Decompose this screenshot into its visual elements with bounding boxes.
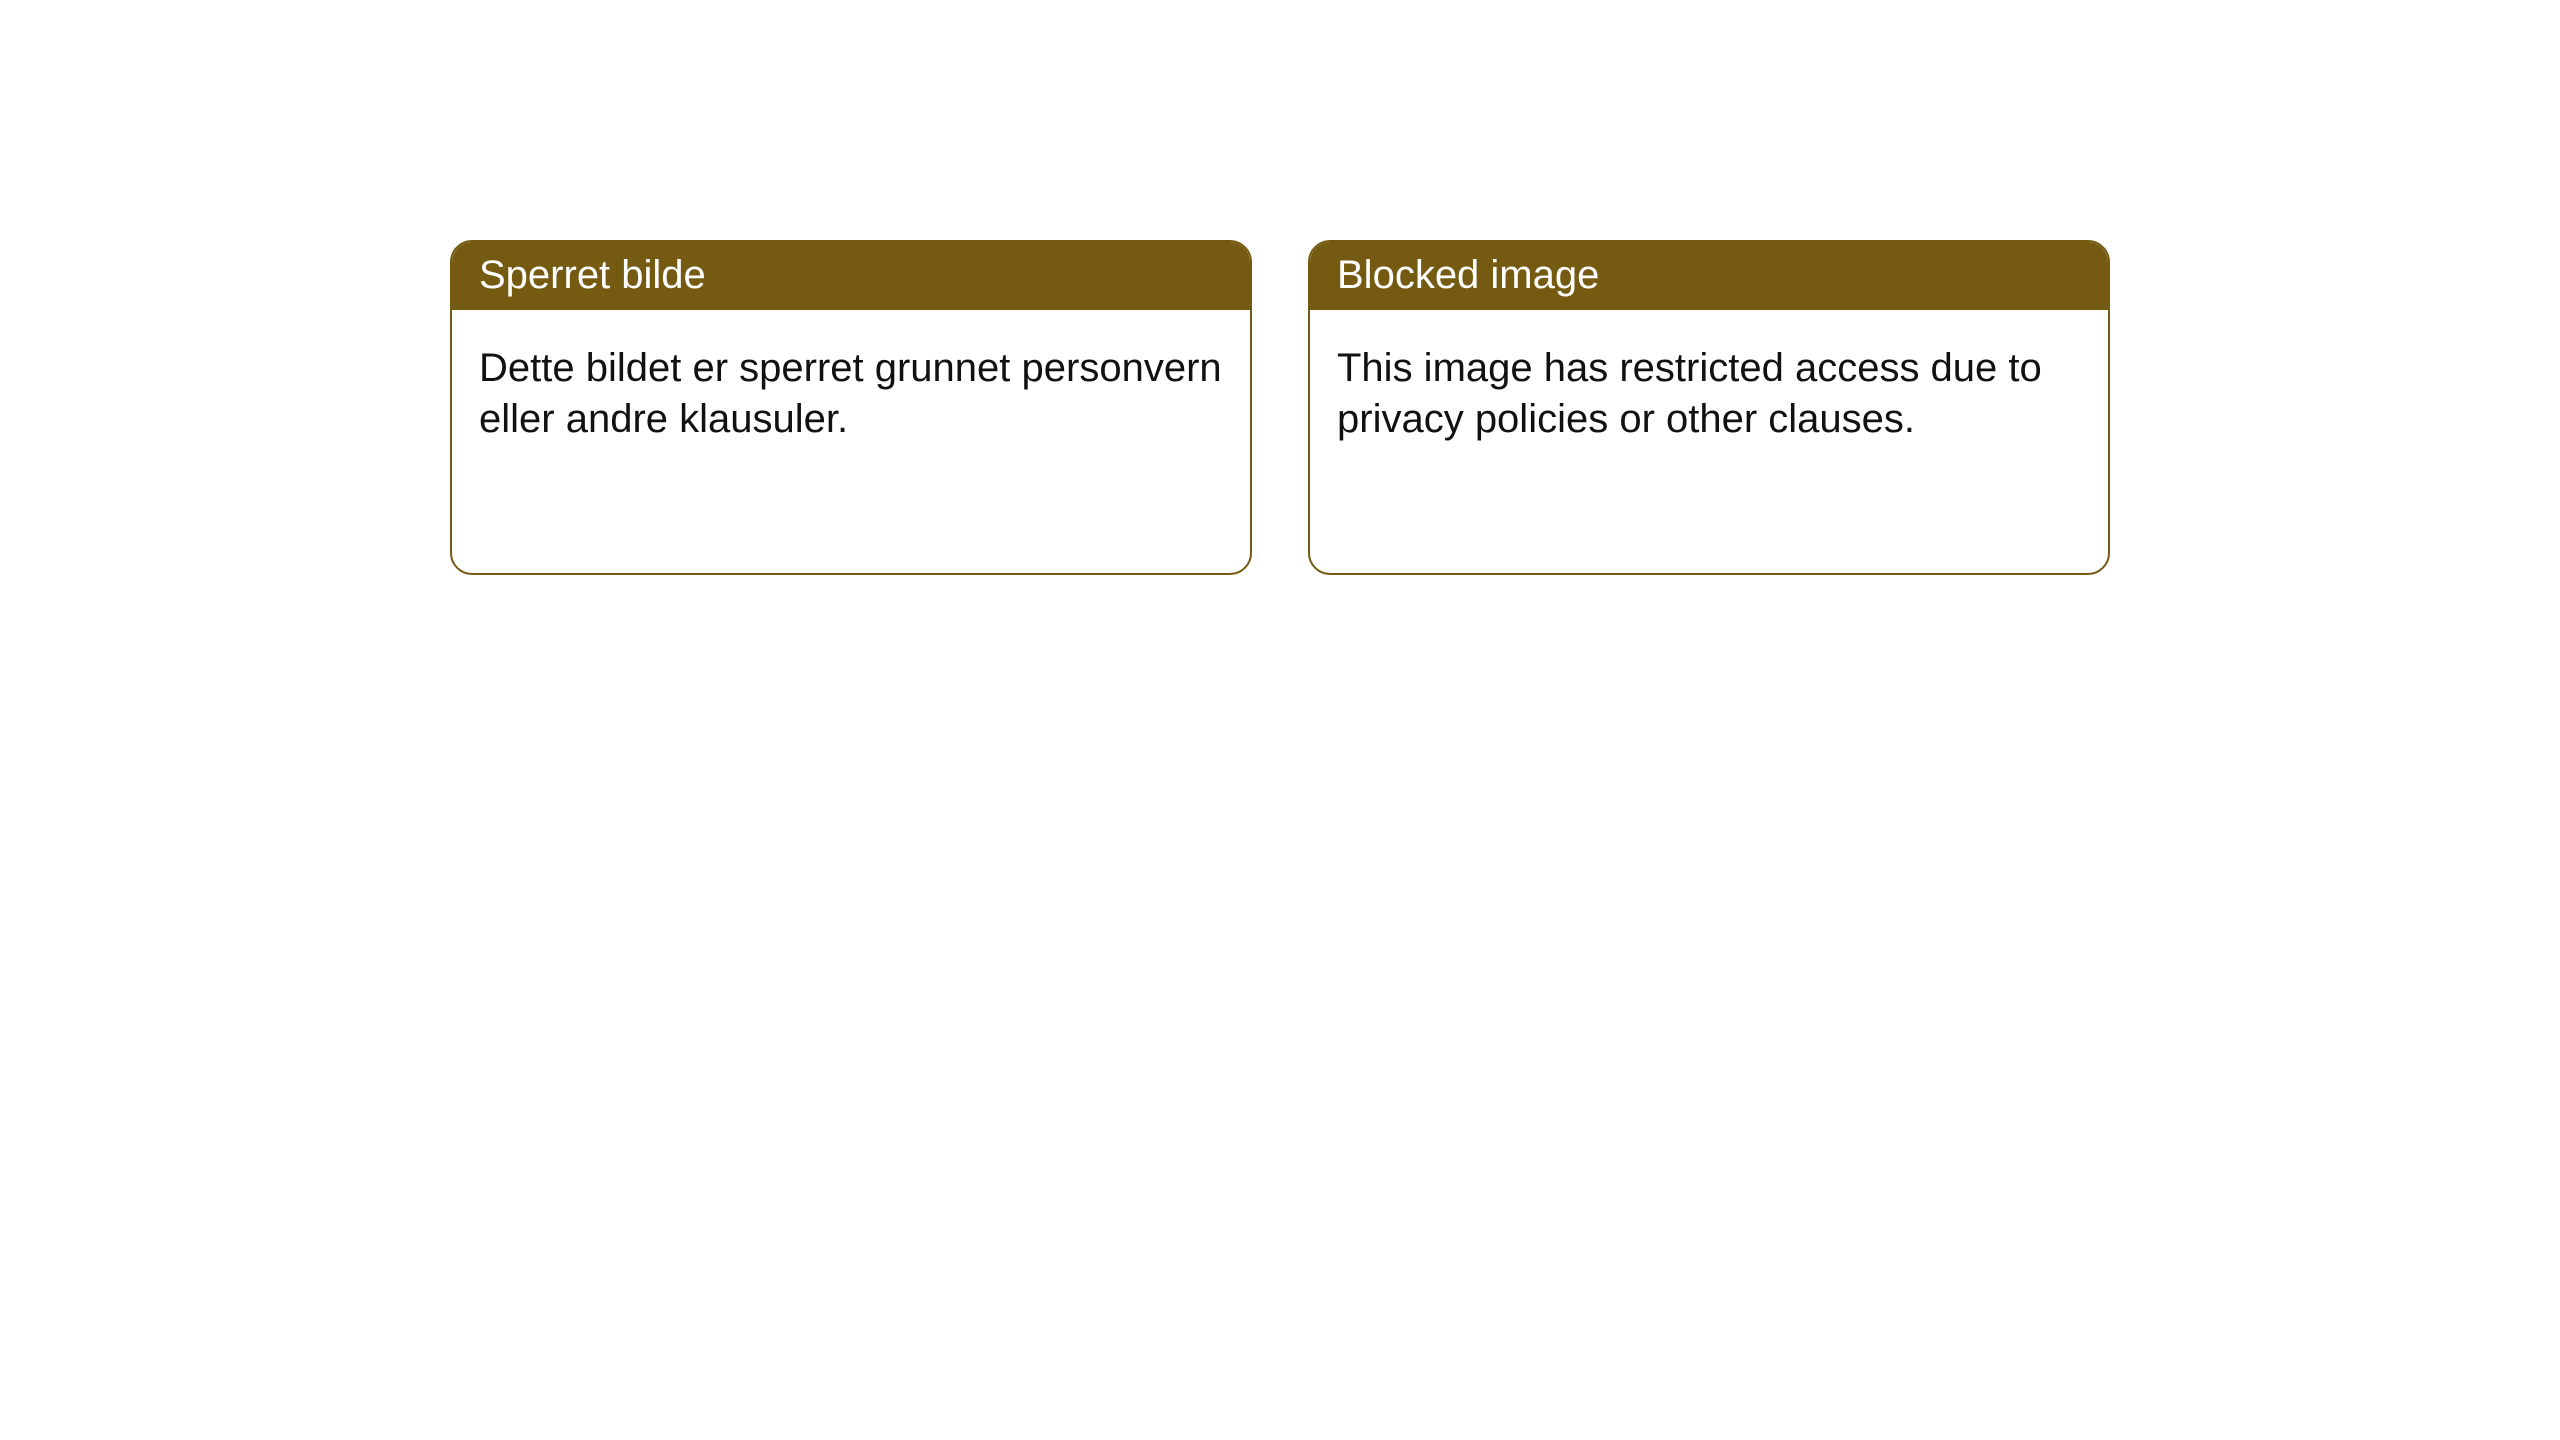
card-header: Sperret bilde: [452, 242, 1250, 310]
notice-card-english: Blocked image This image has restricted …: [1308, 240, 2110, 575]
card-body-text: This image has restricted access due to …: [1337, 346, 2042, 441]
card-body: Dette bildet er sperret grunnet personve…: [452, 310, 1250, 478]
notice-card-norwegian: Sperret bilde Dette bildet er sperret gr…: [450, 240, 1252, 575]
notice-container: Sperret bilde Dette bildet er sperret gr…: [0, 0, 2560, 575]
card-title: Sperret bilde: [479, 253, 706, 297]
card-body: This image has restricted access due to …: [1310, 310, 2108, 478]
card-body-text: Dette bildet er sperret grunnet personve…: [479, 346, 1222, 441]
card-header: Blocked image: [1310, 242, 2108, 310]
card-title: Blocked image: [1337, 253, 1599, 297]
